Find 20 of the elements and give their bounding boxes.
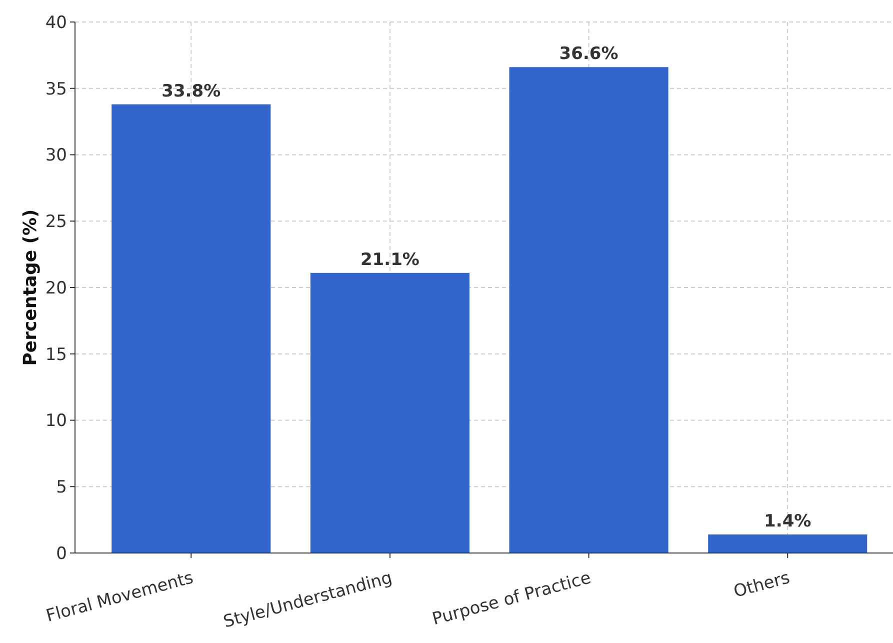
bar <box>112 104 271 553</box>
y-tick-label: 25 <box>45 212 67 232</box>
data-label: 1.4% <box>764 511 812 532</box>
y-tick-label: 0 <box>56 544 67 564</box>
bar <box>509 67 668 553</box>
y-axis-title: Percentage (%) <box>20 209 41 366</box>
x-tick-label: Purpose of Practice <box>430 568 594 630</box>
data-label: 33.8% <box>162 81 221 102</box>
y-tick-label: 15 <box>45 344 67 365</box>
data-label: 21.1% <box>360 250 420 270</box>
y-tick-label: 5 <box>56 478 67 498</box>
bar <box>708 534 868 553</box>
y-tick-label: 30 <box>45 146 67 166</box>
y-tick-label: 20 <box>45 278 67 298</box>
y-tick-label: 35 <box>45 79 67 100</box>
data-label: 36.6% <box>559 44 618 64</box>
bar <box>310 272 470 553</box>
x-tick-label: Others <box>732 568 792 602</box>
y-tick-label: 10 <box>45 411 67 432</box>
y-tick-label: 40 <box>45 12 67 33</box>
